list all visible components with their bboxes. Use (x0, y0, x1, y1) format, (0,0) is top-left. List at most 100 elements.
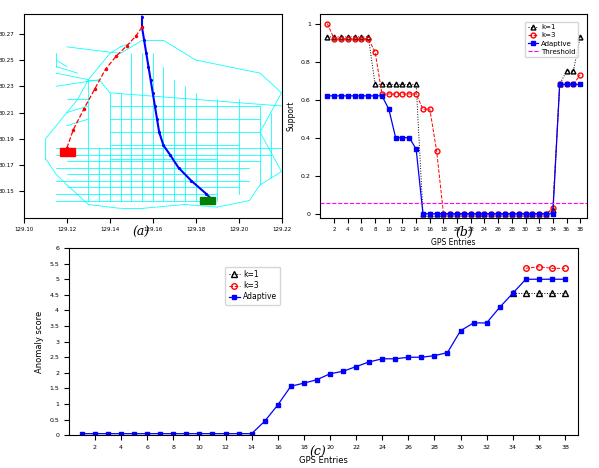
Adaptive (371, 93, 379, 99)
Adaptive (543, 211, 550, 217)
k=1 (351, 34, 358, 40)
k=1 (392, 81, 400, 87)
k=1 (371, 81, 379, 87)
Adaptive (570, 81, 577, 87)
Adaptive (447, 211, 454, 217)
Adaptive (313, 377, 320, 382)
Legend: k=1, k=3, Adaptive: k=1, k=3, Adaptive (225, 267, 280, 305)
Line: k=3: k=3 (523, 264, 568, 271)
Adaptive (474, 211, 481, 217)
Adaptive (496, 305, 503, 310)
k=1 (331, 34, 338, 40)
k=3 (433, 148, 440, 154)
Adaptive (501, 211, 509, 217)
Adaptive (418, 354, 425, 360)
k=1 (406, 81, 413, 87)
k=3 (508, 211, 515, 217)
Adaptive (405, 354, 412, 360)
Legend: k=1, k=3, Adaptive, Threshold: k=1, k=3, Adaptive, Threshold (525, 22, 578, 58)
k=1 (385, 81, 392, 87)
Adaptive (379, 93, 386, 99)
Adaptive (440, 211, 447, 217)
k=1 (413, 81, 420, 87)
k=1 (467, 211, 474, 217)
k=3 (488, 211, 495, 217)
Adaptive (92, 431, 99, 437)
k=3 (536, 264, 543, 270)
Bar (200, 197, 215, 205)
Adaptive (117, 431, 125, 437)
Line: k=1: k=1 (325, 35, 583, 216)
k=3 (495, 211, 502, 217)
k=1 (461, 211, 468, 217)
Adaptive (209, 431, 216, 437)
k=3 (501, 211, 509, 217)
k=1 (536, 291, 543, 296)
k=3 (515, 211, 522, 217)
k=3 (406, 91, 413, 97)
k=1 (419, 211, 426, 217)
k=1 (453, 211, 461, 217)
Adaptive (536, 211, 543, 217)
k=1 (529, 211, 536, 217)
k=1 (549, 207, 556, 213)
Adaptive (131, 431, 138, 437)
Y-axis label: Anomaly score: Anomaly score (35, 310, 44, 373)
Adaptive (379, 356, 386, 362)
k=3 (371, 49, 379, 55)
k=3 (351, 36, 358, 42)
Adaptive (431, 353, 438, 358)
Adaptive (326, 371, 334, 377)
k=1 (344, 34, 352, 40)
k=1 (433, 211, 440, 217)
Line: k=1: k=1 (510, 291, 568, 296)
k=1 (509, 291, 516, 296)
Adaptive (515, 211, 522, 217)
k=3 (467, 211, 474, 217)
Adaptive (444, 350, 451, 355)
Adaptive (563, 81, 570, 87)
Adaptive (144, 431, 151, 437)
k=3 (323, 21, 331, 26)
k=3 (331, 36, 338, 42)
k=1 (323, 34, 331, 40)
Adaptive (351, 93, 358, 99)
Adaptive (413, 146, 420, 152)
k=1 (563, 68, 570, 74)
Adaptive (481, 211, 488, 217)
k=3 (426, 106, 434, 112)
k=3 (536, 211, 543, 217)
k=1 (481, 211, 488, 217)
k=1 (379, 81, 386, 87)
k=3 (379, 91, 386, 97)
Adaptive (457, 328, 464, 334)
k=3 (563, 81, 570, 87)
k=3 (529, 211, 536, 217)
Text: (c): (c) (309, 446, 326, 459)
Adaptive (508, 211, 515, 217)
Adaptive (261, 418, 268, 424)
Adaptive (548, 277, 555, 282)
Adaptive (365, 359, 373, 365)
Adaptive (288, 383, 295, 389)
Adaptive (433, 211, 440, 217)
Adaptive (78, 431, 86, 437)
Text: (a): (a) (132, 227, 149, 239)
k=1 (515, 211, 522, 217)
Adaptive (340, 368, 347, 374)
k=1 (495, 211, 502, 217)
Threshold (317, 201, 324, 206)
Adaptive (536, 277, 543, 282)
Adaptive (522, 211, 529, 217)
k=3 (549, 205, 556, 211)
k=1 (440, 211, 447, 217)
Adaptive (509, 291, 516, 296)
k=3 (556, 81, 563, 87)
k=3 (453, 211, 461, 217)
Adaptive (461, 211, 468, 217)
k=3 (385, 91, 392, 97)
Adaptive (365, 93, 372, 99)
Line: k=3: k=3 (325, 21, 583, 216)
k=1 (358, 34, 365, 40)
k=1 (570, 68, 577, 74)
